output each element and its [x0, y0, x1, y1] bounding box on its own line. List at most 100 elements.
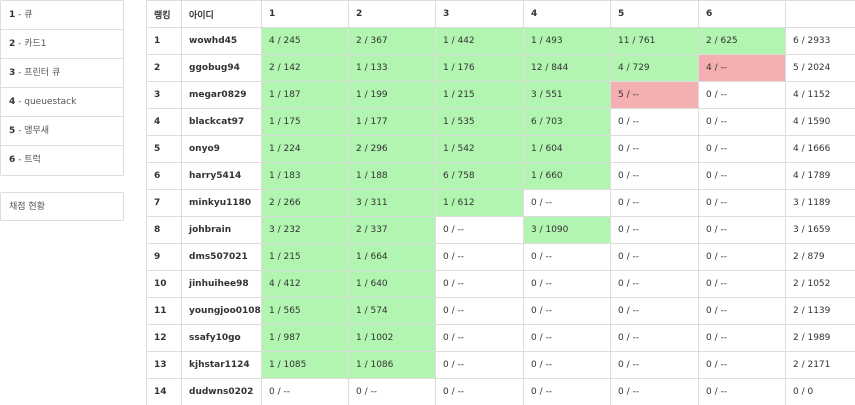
problem-item-1[interactable]: 1 - 큐 — [1, 1, 123, 30]
rank-cell: 7 — [146, 189, 182, 217]
score-cell: 1 / 133 — [348, 54, 436, 82]
score-cell: 0 / -- — [435, 351, 524, 379]
user-id-cell[interactable]: ssafy10go — [181, 324, 262, 352]
problem-list: 1 - 큐 2 - 카드1 3 - 프린터 큐 4 - queuestack 5… — [0, 0, 124, 176]
score-cell: 3 / 232 — [261, 216, 349, 244]
score-cell: 0 / -- — [610, 270, 699, 298]
problem-header-5[interactable]: 5 — [610, 0, 699, 28]
sidebar: 1 - 큐 2 - 카드1 3 - 프린터 큐 4 - queuestack 5… — [0, 0, 124, 221]
problem-item-3[interactable]: 3 - 프린터 큐 — [1, 59, 123, 88]
problem-number: 5 — [9, 126, 16, 136]
score-cell: 4 / 412 — [261, 270, 349, 298]
total-cell: 2 / 2171 — [785, 351, 855, 379]
score-cell: 11 / 761 — [610, 27, 699, 55]
table-row: 8 johbrain 3 / 232 2 / 337 0 / -- 3 / 1090 0 /… — [146, 216, 855, 244]
total-cell: 4 / 1152 — [785, 81, 855, 109]
total-cell: 2 / 1052 — [785, 270, 855, 298]
score-cell: 0 / -- — [698, 324, 786, 352]
problem-header-1[interactable]: 1 — [261, 0, 349, 28]
problem-item-2[interactable]: 2 - 카드1 — [1, 30, 123, 59]
score-cell: 0 / -- — [698, 378, 786, 405]
score-cell: 0 / -- — [610, 297, 699, 325]
score-cell: 0 / -- — [698, 135, 786, 163]
score-cell: 2 / 266 — [261, 189, 349, 217]
table-row: 1 wowhd45 4 / 245 2 / 367 1 / 442 1 / 493 11 /… — [146, 27, 855, 55]
user-id-cell[interactable]: harry5414 — [181, 162, 262, 190]
table-row: 9 dms507021 1 / 215 1 / 664 0 / -- 0 / -- 0 / … — [146, 243, 855, 271]
rank-cell: 8 — [146, 216, 182, 244]
problem-number: 4 — [9, 97, 16, 107]
score-cell: 1 / 660 — [523, 162, 611, 190]
user-id-cell[interactable]: onyo9 — [181, 135, 262, 163]
score-cell: 1 / 542 — [435, 135, 524, 163]
problem-item-4[interactable]: 4 - queuestack — [1, 88, 123, 117]
score-cell: 0 / -- — [435, 243, 524, 271]
score-cell: 1 / 1086 — [348, 351, 436, 379]
score-cell: 1 / 612 — [435, 189, 524, 217]
score-cell: 4 / 729 — [610, 54, 699, 82]
score-cell: 0 / -- — [698, 216, 786, 244]
score-cell: 2 / 625 — [698, 27, 786, 55]
problem-header-6[interactable]: 6 — [698, 0, 786, 28]
problem-title: 카드1 — [24, 39, 47, 49]
problem-item-6[interactable]: 6 - 트럭 — [9, 155, 41, 165]
user-id-cell[interactable]: minkyu1180 — [181, 189, 262, 217]
score-cell: 1 / 535 — [435, 108, 524, 136]
score-cell: 1 / 604 — [523, 135, 611, 163]
total-cell: 5 / 2024 — [785, 54, 855, 82]
total-cell: 2 / 879 — [785, 243, 855, 271]
score-cell: 0 / -- — [610, 243, 699, 271]
grading-status-link[interactable]: 채점 현황 — [0, 192, 124, 221]
problem-header-4[interactable]: 4 — [523, 0, 611, 28]
score-cell: 0 / -- — [698, 189, 786, 217]
score-cell: 0 / -- — [698, 81, 786, 109]
user-id-cell[interactable]: dms507021 — [181, 243, 262, 271]
user-id-cell[interactable]: youngjoo0108 — [181, 297, 262, 325]
score-cell: 1 / 188 — [348, 162, 436, 190]
score-cell: 0 / -- — [610, 162, 699, 190]
table-row: 2 ggobug94 2 / 142 1 / 133 1 / 176 12 / 844 4 … — [146, 54, 855, 82]
table-row: 7 minkyu1180 2 / 266 3 / 311 1 / 612 0 / -- 0 … — [146, 189, 855, 217]
user-id-cell[interactable]: wowhd45 — [181, 27, 262, 55]
user-id-cell[interactable]: ggobug94 — [181, 54, 262, 82]
rank-cell: 1 — [146, 27, 182, 55]
problem-number: 1 — [9, 10, 16, 20]
problem-header-3[interactable]: 3 — [435, 0, 524, 28]
score-cell: 1 / 215 — [435, 81, 524, 109]
score-cell: 0 / -- — [698, 297, 786, 325]
score-cell: 1 / 199 — [348, 81, 436, 109]
total-cell: 0 / 0 — [785, 378, 855, 405]
score-cell: 0 / -- — [523, 324, 611, 352]
total-cell: 4 / 1590 — [785, 108, 855, 136]
problem-title: queuestack — [24, 97, 77, 107]
user-id-cell[interactable]: jinhuihee98 — [181, 270, 262, 298]
total-cell: 3 / 1189 — [785, 189, 855, 217]
score-cell: 0 / -- — [610, 135, 699, 163]
user-id-cell[interactable]: johbrain — [181, 216, 262, 244]
user-id-cell[interactable]: blackcat97 — [181, 108, 262, 136]
total-cell: 3 / 1659 — [785, 216, 855, 244]
user-id-cell[interactable]: dudwns0202 — [181, 378, 262, 405]
user-id-cell[interactable]: kjhstar1124 — [181, 351, 262, 379]
table-row: 10 jinhuihee98 4 / 412 1 / 640 0 / -- 0 / -- 0… — [146, 270, 855, 298]
problem-title: 앵무새 — [24, 126, 50, 136]
score-cell: 0 / -- — [610, 189, 699, 217]
table-row: 3 megar0829 1 / 187 1 / 199 1 / 215 3 / 551 5 … — [146, 81, 855, 109]
score-cell: 1 / 177 — [348, 108, 436, 136]
score-cell: 4 / 245 — [261, 27, 349, 55]
problem-item-5[interactable]: 5 - 앵무새 — [1, 117, 123, 146]
score-cell: 1 / 1002 — [348, 324, 436, 352]
score-cell: 2 / 142 — [261, 54, 349, 82]
score-cell: 0 / -- — [610, 351, 699, 379]
score-cell: 0 / -- — [698, 270, 786, 298]
user-id-cell[interactable]: megar0829 — [181, 81, 262, 109]
score-cell: 6 / 758 — [435, 162, 524, 190]
score-cell: 1 / 640 — [348, 270, 436, 298]
score-cell: 0 / -- — [523, 351, 611, 379]
total-header — [785, 0, 855, 28]
score-cell: 3 / 1090 — [523, 216, 611, 244]
rank-cell: 2 — [146, 54, 182, 82]
problem-header-2[interactable]: 2 — [348, 0, 436, 28]
score-cell: 0 / -- — [698, 108, 786, 136]
score-cell: 0 / -- — [523, 243, 611, 271]
